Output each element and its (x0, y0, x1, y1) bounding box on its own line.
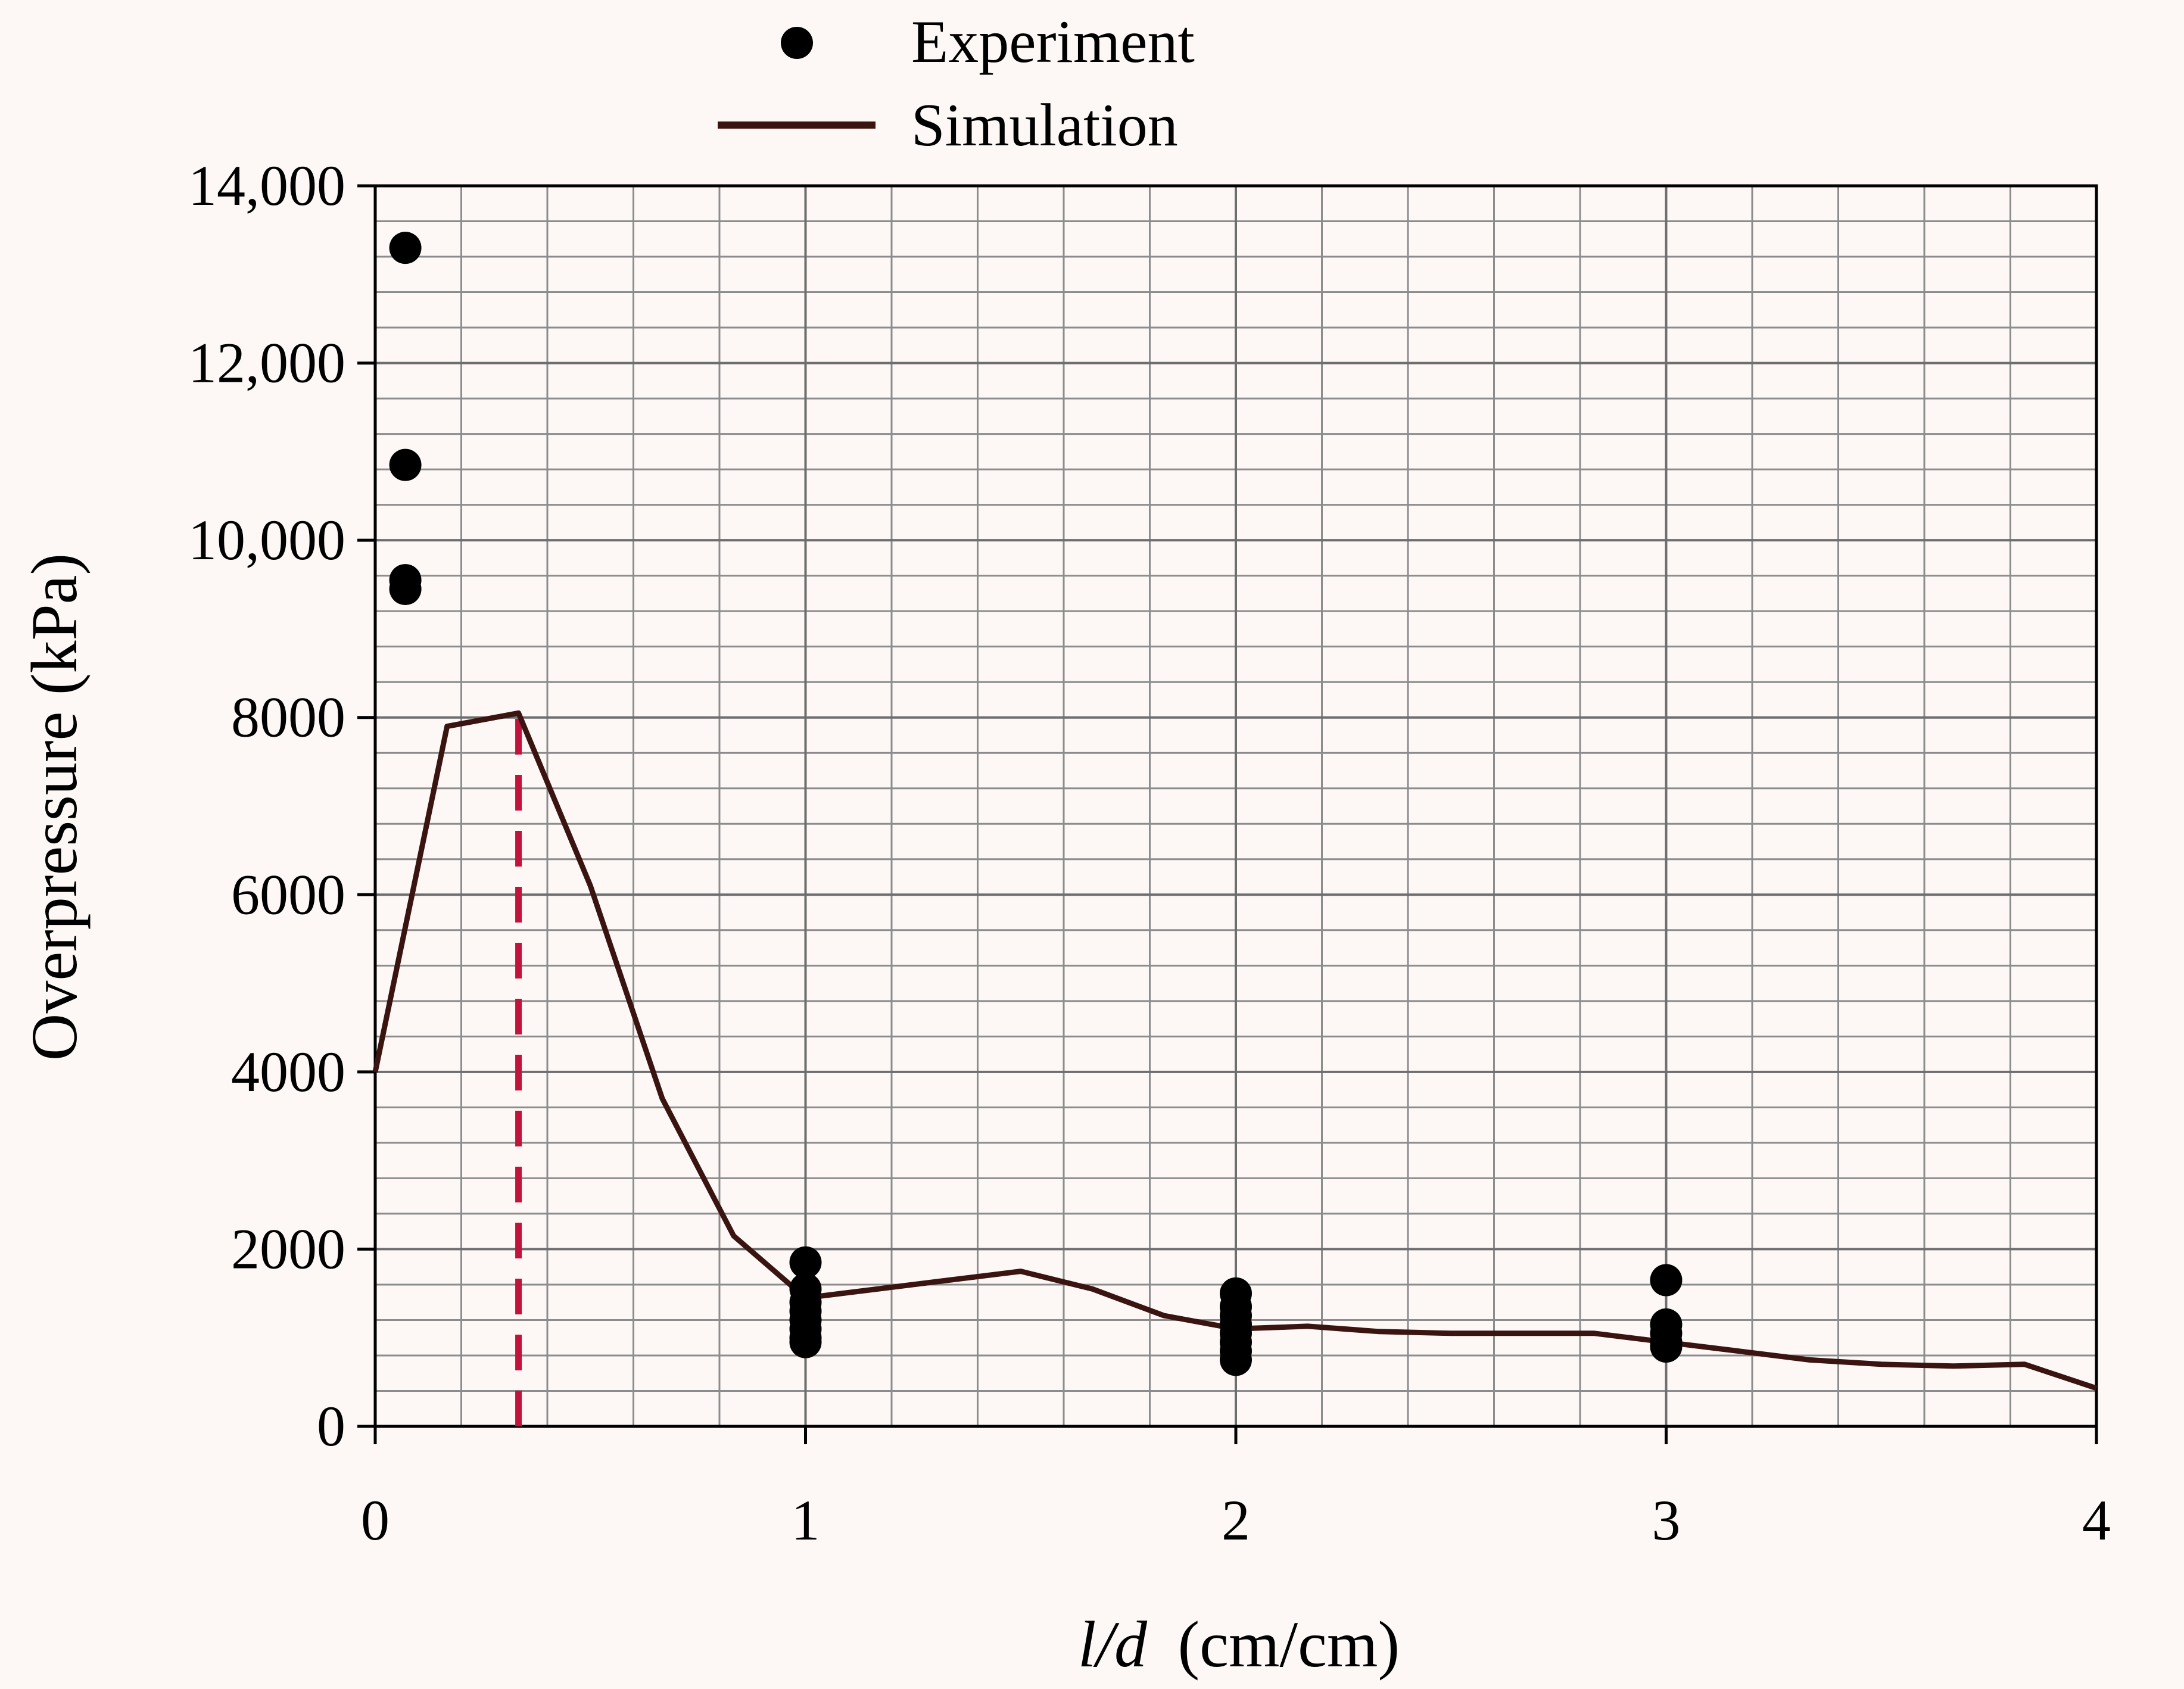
y-tick-labels: 0 2000 4000 6000 8000 10,000 12,000 14,000 (188, 154, 345, 1458)
y-tick-label: 14,000 (188, 154, 345, 217)
experiment-series (389, 232, 1683, 1376)
y-tick-label: 0 (317, 1394, 345, 1458)
experiment-point (1650, 1264, 1683, 1297)
legend-experiment-marker (781, 27, 813, 59)
experiment-point (789, 1246, 822, 1279)
experiment-point (1220, 1344, 1252, 1376)
y-tick-label: 2000 (231, 1217, 345, 1280)
experiment-point (389, 448, 422, 481)
x-axis-label-variable: l/d (1078, 1608, 1148, 1681)
x-tick-label: 3 (1652, 1488, 1681, 1552)
y-axis-label: Overpressure (kPa) (18, 553, 91, 1061)
experiment-point (1650, 1330, 1683, 1363)
x-tick-label: 1 (792, 1488, 820, 1552)
x-axis-label-unit: (cm/cm) (1178, 1608, 1400, 1681)
y-tick-label: 8000 (231, 685, 345, 749)
axis-ticks (357, 184, 2098, 1444)
x-axis-label: l/d (cm/cm) (1078, 1608, 1400, 1681)
legend-experiment-label: Experiment (911, 8, 1195, 76)
y-tick-label: 10,000 (188, 508, 345, 572)
y-tick-label: 6000 (231, 862, 345, 926)
experiment-point (389, 232, 422, 264)
x-tick-label: 2 (1222, 1488, 1250, 1552)
experiment-point (389, 572, 422, 605)
legend-simulation-label: Simulation (911, 92, 1178, 159)
x-tick-label: 4 (2082, 1488, 2111, 1552)
y-tick-label: 4000 (231, 1040, 345, 1104)
x-tick-labels: 0 1 2 3 4 (361, 1488, 2111, 1552)
x-tick-label: 0 (361, 1488, 390, 1552)
experiment-point (789, 1326, 822, 1358)
y-tick-label: 12,000 (188, 331, 345, 395)
legend: Experiment Simulation (718, 8, 1195, 159)
